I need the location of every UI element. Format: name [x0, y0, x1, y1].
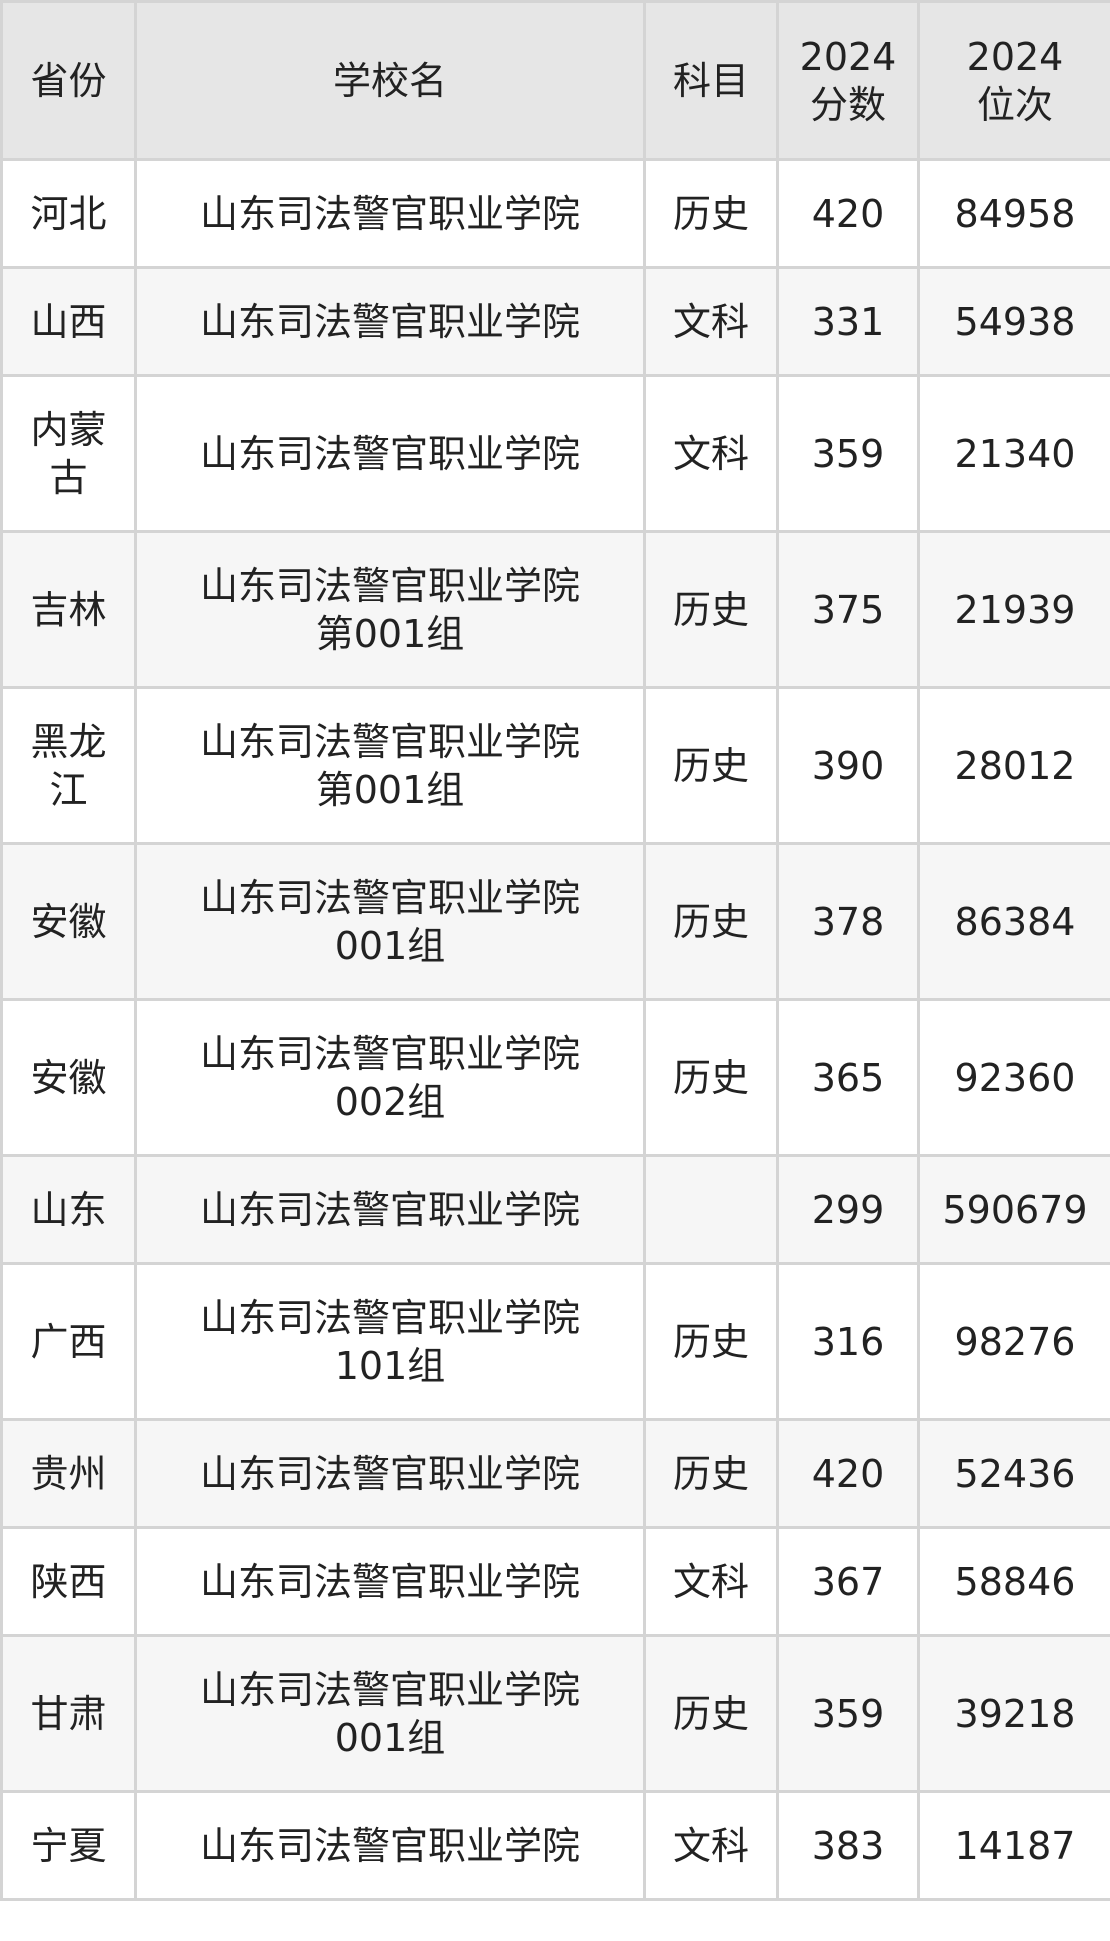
- cell-rank: 86384: [917, 842, 1110, 1001]
- table-row: 贵州 山东司法警官职业学院 历史 420 52436: [0, 1418, 1110, 1529]
- cell-score: 390: [776, 686, 920, 845]
- cell-province: 河北: [0, 158, 137, 269]
- cell-province: 山西: [0, 266, 137, 377]
- cell-rank: 21939: [917, 530, 1110, 689]
- cell-school: 山东司法警官职业学院: [134, 374, 646, 533]
- cell-score: 378: [776, 842, 920, 1001]
- cell-subject: 文科: [643, 1790, 779, 1901]
- cell-school: 山东司法警官职业学院 第001组: [134, 686, 646, 845]
- cell-score: 375: [776, 530, 920, 689]
- cell-score: 359: [776, 1634, 920, 1793]
- cell-subject: [643, 1154, 779, 1265]
- cell-school: 山东司法警官职业学院: [134, 266, 646, 377]
- cell-rank: 14187: [917, 1790, 1110, 1901]
- cell-subject: 历史: [643, 1418, 779, 1529]
- cell-subject: 历史: [643, 686, 779, 845]
- header-school: 学校名: [134, 0, 646, 161]
- cell-subject: 历史: [643, 158, 779, 269]
- cell-rank: 590679: [917, 1154, 1110, 1265]
- cell-rank: 84958: [917, 158, 1110, 269]
- cell-province: 吉林: [0, 530, 137, 689]
- table-row: 山西 山东司法警官职业学院 文科 331 54938: [0, 266, 1110, 377]
- cell-subject: 文科: [643, 1526, 779, 1637]
- cell-school: 山东司法警官职业学院: [134, 158, 646, 269]
- cell-province: 安徽: [0, 842, 137, 1001]
- cell-school: 山东司法警官职业学院 002组: [134, 998, 646, 1157]
- cell-school: 山东司法警官职业学院 001组: [134, 842, 646, 1001]
- cell-province: 宁夏: [0, 1790, 137, 1901]
- cell-subject: 文科: [643, 266, 779, 377]
- cell-score: 331: [776, 266, 920, 377]
- cell-rank: 54938: [917, 266, 1110, 377]
- cell-province: 黑龙 江: [0, 686, 137, 845]
- header-province: 省份: [0, 0, 137, 161]
- table-row: 甘肃 山东司法警官职业学院 001组 历史 359 39218: [0, 1634, 1110, 1793]
- cell-rank: 28012: [917, 686, 1110, 845]
- header-subject: 科目: [643, 0, 779, 161]
- cell-school: 山东司法警官职业学院 101组: [134, 1262, 646, 1421]
- table-row: 陕西 山东司法警官职业学院 文科 367 58846: [0, 1526, 1110, 1637]
- cell-province: 山东: [0, 1154, 137, 1265]
- cell-school: 山东司法警官职业学院 001组: [134, 1634, 646, 1793]
- cell-rank: 98276: [917, 1262, 1110, 1421]
- cell-rank: 92360: [917, 998, 1110, 1157]
- table-row: 安徽 山东司法警官职业学院 002组 历史 365 92360: [0, 998, 1110, 1157]
- cell-score: 299: [776, 1154, 920, 1265]
- cell-school: 山东司法警官职业学院 第001组: [134, 530, 646, 689]
- cell-score: 383: [776, 1790, 920, 1901]
- cell-score: 359: [776, 374, 920, 533]
- cell-rank: 21340: [917, 374, 1110, 533]
- cell-subject: 文科: [643, 374, 779, 533]
- cell-subject: 历史: [643, 998, 779, 1157]
- table-row: 黑龙 江山东司法警官职业学院 第001组 历史 390 28012: [0, 686, 1110, 845]
- cell-province: 广西: [0, 1262, 137, 1421]
- cell-rank: 52436: [917, 1418, 1110, 1529]
- table-row: 山东 山东司法警官职业学院 299 590679: [0, 1154, 1110, 1265]
- cell-score: 367: [776, 1526, 920, 1637]
- cell-score: 420: [776, 1418, 920, 1529]
- admission-scores-table: 省份 学校名 科目 2024 分数 2024 位次 河北 山东司法警官职业学院 历史…: [0, 0, 1110, 1901]
- cell-school: 山东司法警官职业学院: [134, 1154, 646, 1265]
- cell-province: 陕西: [0, 1526, 137, 1637]
- table-row: 吉林 山东司法警官职业学院 第001组 历史 375 21939: [0, 530, 1110, 689]
- cell-province: 贵州: [0, 1418, 137, 1529]
- cell-score: 316: [776, 1262, 920, 1421]
- cell-subject: 历史: [643, 1262, 779, 1421]
- cell-province: 内蒙 古: [0, 374, 137, 533]
- cell-rank: 39218: [917, 1634, 1110, 1793]
- table-row: 宁夏 山东司法警官职业学院 文科 383 14187: [0, 1790, 1110, 1901]
- cell-province: 甘肃: [0, 1634, 137, 1793]
- cell-subject: 历史: [643, 530, 779, 689]
- cell-score: 420: [776, 158, 920, 269]
- table-row: 广西 山东司法警官职业学院 101组 历史 316 98276: [0, 1262, 1110, 1421]
- cell-school: 山东司法警官职业学院: [134, 1418, 646, 1529]
- header-score: 2024 分数: [776, 0, 920, 161]
- header-rank: 2024 位次: [917, 0, 1110, 161]
- table-row: 内蒙 古山东司法警官职业学院 文科 359 21340: [0, 374, 1110, 533]
- cell-school: 山东司法警官职业学院: [134, 1526, 646, 1637]
- cell-school: 山东司法警官职业学院: [134, 1790, 646, 1901]
- header-row: 省份 学校名 科目 2024 分数 2024 位次: [0, 0, 1110, 161]
- cell-subject: 历史: [643, 1634, 779, 1793]
- table-row: 河北 山东司法警官职业学院 历史 420 84958: [0, 158, 1110, 269]
- cell-score: 365: [776, 998, 920, 1157]
- cell-rank: 58846: [917, 1526, 1110, 1637]
- table-row: 安徽 山东司法警官职业学院 001组 历史 378 86384: [0, 842, 1110, 1001]
- cell-province: 安徽: [0, 998, 137, 1157]
- cell-subject: 历史: [643, 842, 779, 1001]
